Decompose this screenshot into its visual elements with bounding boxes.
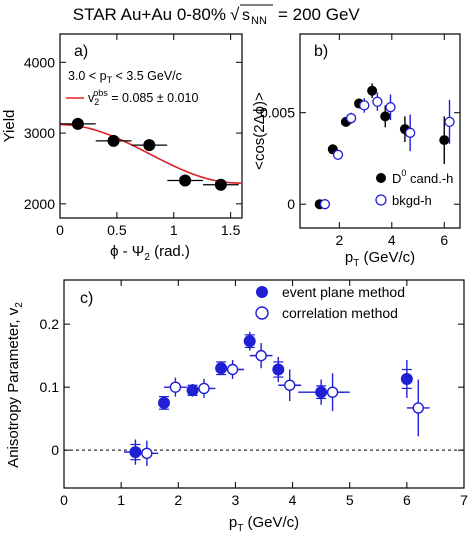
panel-c-correlation-point xyxy=(255,349,267,362)
panel-c-legend-marker-event-plane xyxy=(256,286,268,298)
panel-c-x-tick-label: 5 xyxy=(346,492,354,508)
panel-a-point xyxy=(214,178,227,191)
panel-c-event-plane-point xyxy=(400,372,413,385)
title-suffix: = 200 GeV xyxy=(278,5,360,24)
panel-c-points xyxy=(124,331,430,466)
panel-a-x-tick-label: 0 xyxy=(56,222,64,238)
panel-c-legend-event-plane: event plane method xyxy=(282,284,405,300)
panel-c: c) 0 1 2 3 4 5 6 7 0 0.1 0.2 event plane method co… xyxy=(5,279,468,534)
panel-b: b) 2 4 6 0 0.005 D0 cand.-h bkgd-h <cos(2Δϕ)… xyxy=(251,33,461,269)
panel-b-legend: D0 cand.-h bkgd-h xyxy=(375,168,453,208)
title-s-subscript: NN xyxy=(251,15,267,27)
panel-c-legend-marker-correlation xyxy=(255,306,269,320)
panel-a-y-tick-label: 2000 xyxy=(24,196,55,212)
panel-a-points xyxy=(60,117,239,191)
panel-b-y-axis-label: <cos(2Δϕ)> xyxy=(251,92,268,170)
panel-c-x-tick-label: 2 xyxy=(174,492,182,508)
panel-c-correlation-point xyxy=(412,402,424,414)
panel-b-d0-point xyxy=(367,85,378,96)
panel-c-event-plane-point xyxy=(243,335,256,348)
panel-c-y-axis-label: Anisotropy Parameter, v2 xyxy=(5,302,25,468)
panel-c-event-plane-point xyxy=(215,362,228,375)
panel-a-frame xyxy=(59,33,243,219)
figure-title: STAR Au+Au 0-80% √ s NN = 200 GeV xyxy=(73,4,360,27)
panel-c-event-plane-point xyxy=(186,384,199,397)
panel-b-bkgd-point xyxy=(444,116,455,127)
panel-a-x-tick-label: 1 xyxy=(170,222,178,238)
panel-b-ticks: 2 4 6 0 0.005 xyxy=(260,34,460,248)
panel-a: a) 3.0 < pT < 3.5 GeV/c v2obs = 0.085 ± … xyxy=(1,33,243,263)
title-prefix: STAR Au+Au 0-80% xyxy=(73,5,226,24)
panel-c-x-tick-label: 7 xyxy=(460,492,468,508)
panel-c-correlation-point xyxy=(198,382,210,395)
panel-c-event-plane-point xyxy=(158,396,170,409)
panel-b-bkgd-point xyxy=(332,149,344,160)
panel-a-annotation-range: 3.0 < pT < 3.5 GeV/c xyxy=(68,69,182,85)
panel-a-x-axis-label: ϕ - Ψ2 (rad.) xyxy=(110,243,190,263)
panel-b-bkgd-point xyxy=(359,100,370,111)
panel-a-annotation-fit: v2obs = 0.085 ± 0.010 xyxy=(88,88,198,107)
panel-b-x-tick-label: 6 xyxy=(440,232,448,248)
panel-a-point xyxy=(107,134,120,147)
panel-c-legend-correlation: correlation method xyxy=(282,305,398,321)
panel-b-label: b) xyxy=(314,43,328,60)
panel-a-y-tick-label: 4000 xyxy=(24,54,55,70)
panel-a-point xyxy=(71,117,84,130)
panel-b-points xyxy=(314,83,455,210)
panel-c-correlation-point xyxy=(284,379,296,391)
panel-a-label: a) xyxy=(74,43,88,60)
title-sqrt-symbol: √ xyxy=(230,5,240,24)
panel-c-correlation-point xyxy=(226,363,239,376)
panel-a-y-axis-label: Yield xyxy=(1,110,18,143)
panel-a-ticks: 0 0.5 1 1.5 2000 3000 4000 xyxy=(24,34,242,238)
panel-c-x-tick-label: 0 xyxy=(60,492,68,508)
panel-a-point xyxy=(179,174,192,187)
panel-a-x-tick-label: 1.5 xyxy=(221,222,241,238)
panel-a-fit-curve xyxy=(59,123,243,184)
panel-b-bkgd-point xyxy=(385,102,396,113)
panel-b-d0-point xyxy=(380,111,391,122)
panel-c-correlation-point xyxy=(169,381,182,393)
panel-a-x-tick-label: 0.5 xyxy=(107,222,127,238)
panel-c-label: c) xyxy=(80,290,93,307)
panel-c-x-tick-label: 6 xyxy=(403,492,411,508)
panel-b-x-tick-label: 4 xyxy=(388,232,396,248)
panel-b-y-tick-label: 0 xyxy=(287,196,295,212)
panel-b-bkgd-point xyxy=(345,113,357,124)
panel-b-bkgd-point xyxy=(372,96,383,107)
panel-b-bkgd-point xyxy=(319,199,331,210)
panel-c-y-tick-label: 0.2 xyxy=(40,316,60,332)
panel-b-d0-point xyxy=(439,135,450,146)
panel-a-y-tick-label: 3000 xyxy=(24,125,55,141)
panel-c-legend: event plane method correlation method xyxy=(255,284,405,321)
panel-c-correlation-point xyxy=(326,386,339,398)
panel-b-y-tick-label: 0.005 xyxy=(260,105,295,121)
panel-c-x-tick-label: 1 xyxy=(117,492,125,508)
panel-c-y-tick-label: 0 xyxy=(51,442,59,458)
title-s: s xyxy=(242,7,250,24)
panel-c-x-tick-label: 3 xyxy=(232,492,240,508)
panel-c-event-plane-point xyxy=(129,446,142,459)
panel-c-x-axis-label: pT (GeV/c) xyxy=(229,514,299,534)
panel-a-point xyxy=(143,139,156,152)
panel-c-frame xyxy=(63,279,465,489)
panel-b-legend-bkgd: bkgd-h xyxy=(392,193,432,208)
panel-b-frame xyxy=(299,33,461,229)
panel-c-ticks: 0 1 2 3 4 5 6 7 0 0.1 0.2 xyxy=(40,280,468,508)
panel-b-legend-marker-d0 xyxy=(376,173,386,183)
panel-c-y-tick-label: 0.1 xyxy=(40,379,60,395)
panel-b-x-axis-label: pT (GeV/c) xyxy=(345,249,415,269)
panel-c-event-plane-point xyxy=(272,363,285,376)
panel-b-legend-marker-bkgd xyxy=(375,194,387,206)
panel-b-legend-d0: D0 cand.-h xyxy=(392,168,453,186)
panel-c-correlation-point xyxy=(141,447,153,460)
panel-b-x-tick-label: 2 xyxy=(335,232,343,248)
panel-b-bkgd-point xyxy=(405,127,416,138)
panel-c-x-tick-label: 4 xyxy=(289,492,297,508)
